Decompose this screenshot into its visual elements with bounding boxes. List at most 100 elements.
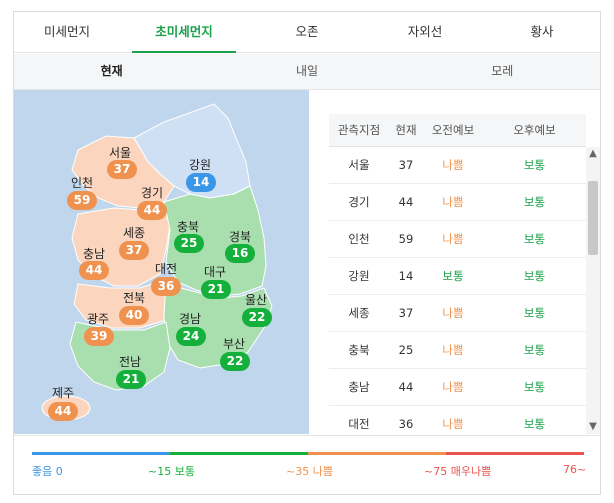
legend-label-good: 좋음 0 <box>32 465 63 478</box>
table-row[interactable]: 서울 37 나쁨 보통 <box>329 147 586 184</box>
pm-forecast-cell: 보통 <box>523 158 546 172</box>
region-badge-jeju[interactable]: 44 <box>48 402 78 421</box>
tab-uv[interactable]: 자외선 <box>407 24 443 39</box>
tab-day-after[interactable]: 모레 <box>491 64 514 78</box>
legend-label-very-bad: ~75 매우나쁨 <box>424 465 492 478</box>
current-value-cell: 44 <box>398 380 414 394</box>
air-quality-widget: 미세먼지 초미세먼지 오존 자외선 황사 현재 내일 모레 <box>13 11 601 495</box>
region-badge-seoul[interactable]: 37 <box>107 160 137 179</box>
table-row[interactable]: 대전 36 나쁨 보통 <box>329 406 586 434</box>
table-header: 관측지점 현재 오전예보 오후예보 <box>329 114 586 147</box>
station-cell: 충남 <box>348 380 370 394</box>
table-row[interactable]: 강원 14 보통 보통 <box>329 258 586 295</box>
current-value-cell: 25 <box>398 343 414 357</box>
region-badge-chungbuk[interactable]: 25 <box>174 234 204 253</box>
pm-forecast-cell: 보통 <box>523 380 546 394</box>
legend-bar-very-bad <box>446 452 584 455</box>
region-badge-gyeonggi[interactable]: 44 <box>137 201 167 220</box>
current-value-cell: 14 <box>398 269 414 283</box>
current-value-cell: 37 <box>398 306 414 320</box>
region-name-seoul: 서울 <box>108 146 132 160</box>
region-badge-gwangju[interactable]: 39 <box>84 327 114 346</box>
table-row[interactable]: 충남 44 나쁨 보통 <box>329 369 586 406</box>
station-cell: 세종 <box>348 306 370 320</box>
am-forecast-cell: 나쁨 <box>442 417 464 431</box>
station-cell: 경기 <box>348 195 370 209</box>
region-name-jeonnam: 전남 <box>118 355 142 369</box>
korea-map: 서울 37 강원 14 인천 59 경기 44 세종 37 충북 25 경북 1… <box>14 90 309 434</box>
region-badge-daegu[interactable]: 21 <box>201 280 231 299</box>
region-name-gangwon: 강원 <box>188 158 212 172</box>
station-cell: 대전 <box>348 417 370 431</box>
current-value-cell: 37 <box>398 158 414 172</box>
region-badge-jeonnam[interactable]: 21 <box>116 370 146 389</box>
current-value-cell: 44 <box>398 195 414 209</box>
header-station: 관측지점 <box>337 123 381 137</box>
legend-label-normal: ~15 보통 <box>148 465 195 478</box>
region-name-chungbuk: 충북 <box>176 220 200 234</box>
tab-today[interactable]: 현재 <box>100 64 123 78</box>
tab-ozone[interactable]: 오존 <box>295 24 319 39</box>
am-forecast-cell: 보통 <box>442 269 464 283</box>
pm-forecast-cell: 보통 <box>523 343 546 357</box>
station-cell: 인천 <box>348 232 370 246</box>
legend-bar-normal <box>170 452 308 455</box>
region-badge-busan[interactable]: 22 <box>220 352 250 371</box>
pm-forecast-cell: 보통 <box>523 232 546 246</box>
current-value-cell: 36 <box>398 417 414 431</box>
am-forecast-cell: 나쁨 <box>442 232 464 246</box>
region-badge-daejeon[interactable]: 36 <box>151 277 181 296</box>
region-badge-gyeongbuk[interactable]: 16 <box>225 244 255 263</box>
am-forecast-cell: 나쁨 <box>442 158 464 172</box>
table-body: 서울 37 나쁨 보통 경기 44 나쁨 보통 인천 59 나쁨 보통 강원 14 보통 보통 세종 37 나쁨 보통… <box>329 147 586 434</box>
scrollbar-thumb[interactable] <box>588 181 598 255</box>
am-forecast-cell: 나쁨 <box>442 380 464 394</box>
tab-yellow-dust[interactable]: 황사 <box>530 24 554 39</box>
region-name-incheon: 인천 <box>70 176 94 190</box>
region-badge-gyeongnam[interactable]: 24 <box>176 327 206 346</box>
region-badge-gangwon[interactable]: 14 <box>186 173 216 192</box>
day-tabs: 현재 내일 모레 <box>14 54 600 90</box>
station-table: 관측지점 현재 오전예보 오후예보 서울 37 나쁨 보통 경기 44 나쁨 보통 인천 59 나쁨… <box>329 114 586 434</box>
region-badge-chungnam[interactable]: 44 <box>79 261 109 280</box>
current-value-cell: 59 <box>398 232 414 246</box>
region-shape-gyeongbuk <box>163 185 267 297</box>
region-name-jeonbuk: 전북 <box>122 291 146 305</box>
chevron-up-icon[interactable]: ▲ <box>589 148 597 159</box>
table-scrollbar[interactable]: ▲ ▼ <box>586 147 600 434</box>
region-name-gyeongnam: 경남 <box>178 312 202 326</box>
tab-fine-dust[interactable]: 미세먼지 <box>43 24 90 39</box>
region-badge-sejong[interactable]: 37 <box>119 241 149 260</box>
region-name-ulsan: 울산 <box>244 293 268 307</box>
region-name-busan: 부산 <box>222 337 246 351</box>
region-name-daegu: 대구 <box>203 265 227 279</box>
region-badge-ulsan[interactable]: 22 <box>242 308 272 327</box>
region-name-daejeon: 대전 <box>154 262 178 276</box>
legend-bar-good <box>32 452 170 455</box>
station-cell: 강원 <box>348 269 370 283</box>
pm-forecast-cell: 보통 <box>523 417 546 431</box>
legend-label-bad: ~35 나쁨 <box>286 465 333 478</box>
station-cell: 충북 <box>348 343 370 357</box>
pm-forecast-cell: 보통 <box>523 195 546 209</box>
region-name-chungnam: 충남 <box>82 247 106 261</box>
region-badge-incheon[interactable]: 59 <box>67 191 97 210</box>
region-badge-jeonbuk[interactable]: 40 <box>119 306 149 325</box>
region-name-sejong: 세종 <box>122 226 146 240</box>
level-legend: 좋음 0 ~15 보통 ~35 나쁨 ~75 매우나쁨 76~ <box>14 435 600 495</box>
region-name-gyeongbuk: 경북 <box>228 230 252 244</box>
table-row[interactable]: 경기 44 나쁨 보통 <box>329 184 586 221</box>
table-row[interactable]: 세종 37 나쁨 보통 <box>329 295 586 332</box>
pollutant-tabs: 미세먼지 초미세먼지 오존 자외선 황사 <box>14 12 600 53</box>
tab-ultrafine-dust[interactable]: 초미세먼지 <box>120 12 248 53</box>
pm-forecast-cell: 보통 <box>523 306 546 320</box>
pm-forecast-cell: 보통 <box>523 269 546 283</box>
tab-tomorrow[interactable]: 내일 <box>295 64 319 78</box>
header-am-forecast: 오전예보 <box>431 123 475 137</box>
region-name-jeju: 제주 <box>51 386 75 400</box>
table-row[interactable]: 충북 25 나쁨 보통 <box>329 332 586 369</box>
chevron-down-icon[interactable]: ▼ <box>589 421 597 432</box>
table-row[interactable]: 인천 59 나쁨 보통 <box>329 221 586 258</box>
legend-label-max: 76~ <box>563 463 587 476</box>
region-name-gwangju: 광주 <box>86 312 110 326</box>
